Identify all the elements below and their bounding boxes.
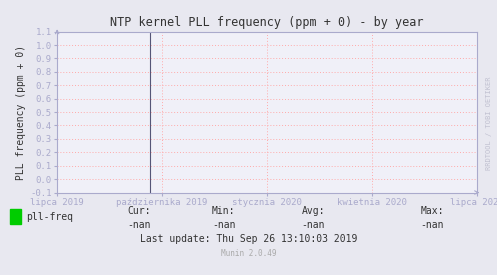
Text: -nan: -nan bbox=[212, 220, 236, 230]
Text: Min:: Min: bbox=[212, 207, 236, 216]
Text: Avg:: Avg: bbox=[301, 207, 325, 216]
Text: pll-freq: pll-freq bbox=[26, 211, 73, 222]
Title: NTP kernel PLL frequency (ppm + 0) - by year: NTP kernel PLL frequency (ppm + 0) - by … bbox=[110, 16, 424, 29]
Text: -nan: -nan bbox=[127, 220, 151, 230]
Text: Last update: Thu Sep 26 13:10:03 2019: Last update: Thu Sep 26 13:10:03 2019 bbox=[140, 234, 357, 244]
Text: Cur:: Cur: bbox=[127, 207, 151, 216]
Text: -nan: -nan bbox=[420, 220, 444, 230]
Text: Munin 2.0.49: Munin 2.0.49 bbox=[221, 249, 276, 258]
Y-axis label: PLL frequency (ppm + 0): PLL frequency (ppm + 0) bbox=[16, 45, 26, 180]
Text: Max:: Max: bbox=[420, 207, 444, 216]
Text: -nan: -nan bbox=[301, 220, 325, 230]
Text: RRDTOOL / TOBI OETIKER: RRDTOOL / TOBI OETIKER bbox=[486, 77, 492, 170]
